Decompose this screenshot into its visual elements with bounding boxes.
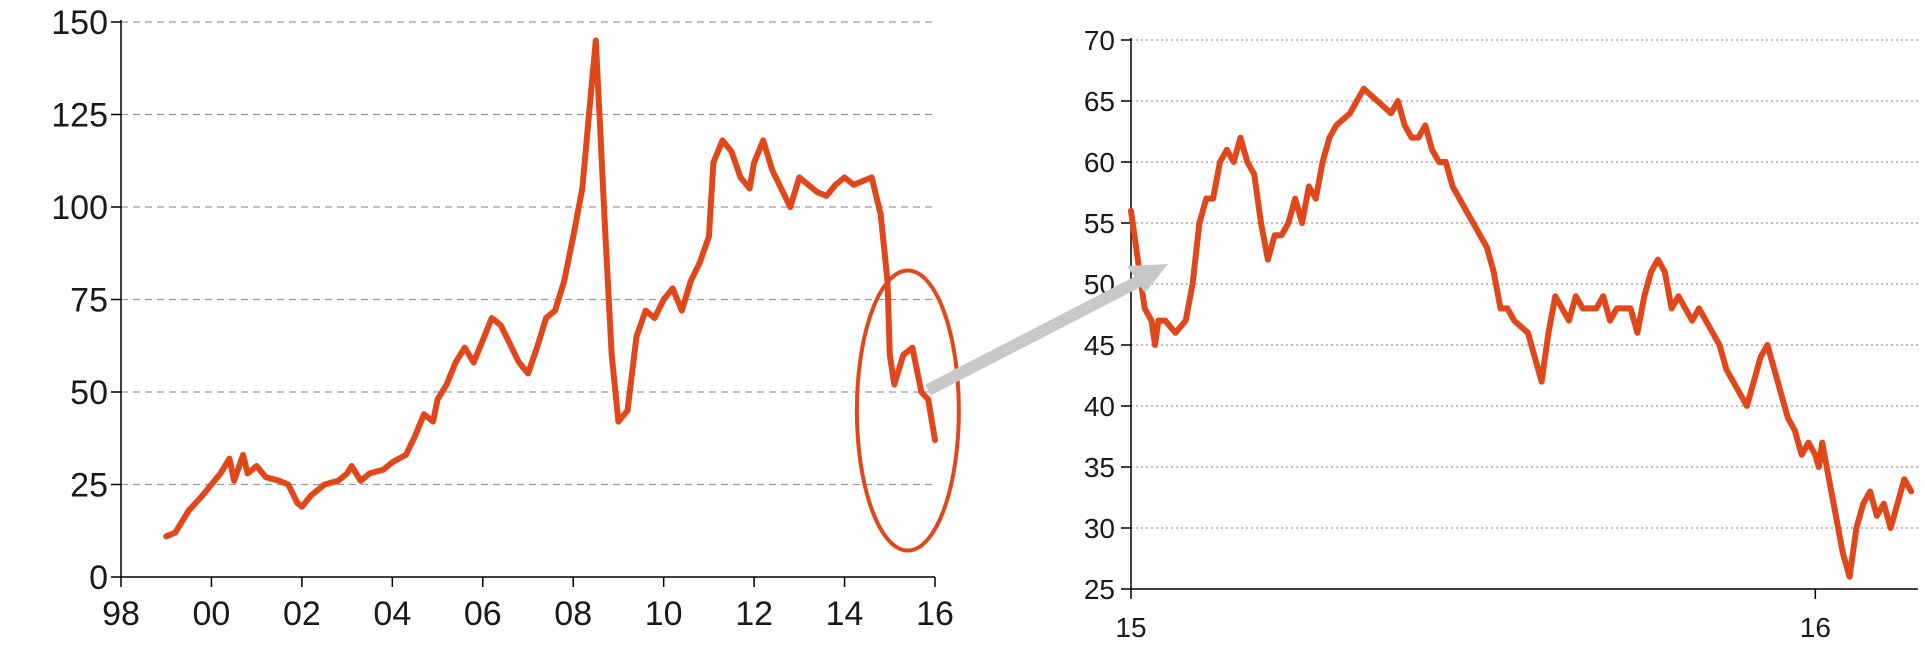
right-x-tick-label-16: 16 bbox=[1800, 612, 1831, 643]
right-series-line-0 bbox=[1128, 85, 1915, 580]
right-y-tick-label-55: 55 bbox=[1084, 208, 1115, 239]
right-y-tick-label-65: 65 bbox=[1084, 86, 1115, 117]
left-x-tick-label-06: 06 bbox=[464, 595, 502, 633]
left-x-tick-label-08: 08 bbox=[554, 595, 592, 633]
right-y-tick-label-30: 30 bbox=[1084, 513, 1115, 544]
left-x-tick-label-98: 98 bbox=[102, 595, 140, 633]
left-x-tick-label-10: 10 bbox=[645, 595, 683, 633]
zoom-arrow-shaft bbox=[925, 272, 1148, 396]
right-y-tick-label-40: 40 bbox=[1084, 391, 1115, 422]
left-y-tick-label-0: 0 bbox=[89, 559, 108, 597]
left-x-tick-label-00: 00 bbox=[193, 595, 231, 633]
left-series-line-0 bbox=[163, 37, 938, 540]
right-y-tick-label-60: 60 bbox=[1084, 147, 1115, 178]
right-y-tick-label-70: 70 bbox=[1084, 25, 1115, 56]
right-y-tick-label-45: 45 bbox=[1084, 330, 1115, 361]
left-x-tick-label-14: 14 bbox=[826, 595, 864, 633]
left-x-tick-label-12: 12 bbox=[735, 595, 773, 633]
zoom-arrow bbox=[925, 264, 1168, 396]
left-y-tick-label-50: 50 bbox=[70, 374, 108, 412]
left-y-tick-label-75: 75 bbox=[70, 282, 108, 320]
right-y-tick-label-35: 35 bbox=[1084, 452, 1115, 483]
left-y-tick-label-125: 125 bbox=[51, 97, 108, 135]
left-x-tick-label-04: 04 bbox=[373, 595, 411, 633]
left-y-tick-label-150: 150 bbox=[51, 4, 108, 42]
right-y-tick-label-25: 25 bbox=[1084, 574, 1115, 605]
left-y-tick-label-100: 100 bbox=[51, 189, 108, 227]
left-x-tick-label-16: 16 bbox=[916, 595, 954, 633]
left-x-tick-label-02: 02 bbox=[283, 595, 321, 633]
right-x-tick-label-15: 15 bbox=[1115, 612, 1146, 643]
highlight-ellipse bbox=[854, 268, 961, 553]
left-y-tick-label-25: 25 bbox=[70, 467, 108, 505]
zoom-arrow-head bbox=[1127, 264, 1168, 293]
left-chart: 0 25 50 75 100 125 150 98 00 02 04 06 08 10 12 14 16 bbox=[51, 4, 961, 633]
